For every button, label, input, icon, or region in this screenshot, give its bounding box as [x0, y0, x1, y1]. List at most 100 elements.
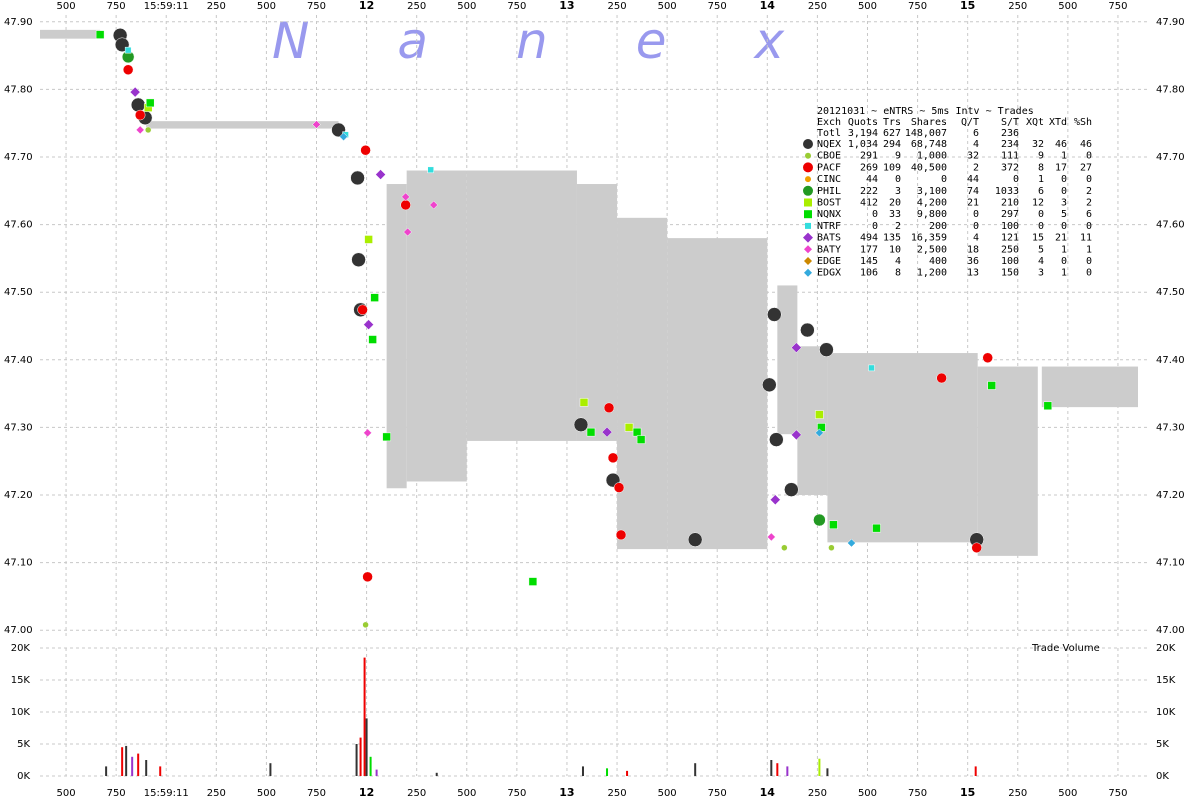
x-tick-label: 750 [307, 788, 326, 799]
x-tick-label: 500 [257, 1, 276, 12]
volume-bar [365, 718, 368, 776]
table-cell: 3,194 [848, 128, 878, 139]
data-point [129, 86, 141, 98]
data-point [579, 398, 589, 407]
table-cell: 0 [1086, 221, 1092, 232]
y-tick-label: 47.90 [1156, 17, 1185, 28]
table-cell: 13 [967, 268, 979, 279]
y-tick-label: 47.70 [4, 152, 33, 163]
data-point [828, 544, 835, 552]
x-tick-label: 500 [858, 788, 877, 799]
table-cell: 36 [967, 256, 979, 267]
data-point [401, 192, 411, 202]
data-point [766, 532, 776, 542]
table-cell: 27 [1080, 162, 1092, 173]
data-point [632, 427, 642, 437]
data-point [982, 352, 993, 364]
legend-label: BATS [817, 233, 841, 244]
volume-bar [694, 763, 697, 776]
data-point [815, 410, 824, 419]
spread-area [777, 285, 798, 435]
x-tick-label: 250 [607, 1, 626, 12]
volume-bar [818, 758, 821, 776]
data-point [427, 166, 434, 174]
volume-bar [355, 744, 358, 776]
spread-area [977, 366, 1038, 556]
y-tick-label: 15K [11, 675, 31, 686]
spread-area [40, 29, 101, 39]
legend-label: PHIL [817, 186, 841, 197]
table-cell: 0 [1061, 256, 1067, 267]
volume-bar [269, 763, 272, 776]
table-cell: 1,200 [917, 268, 947, 279]
table-cell: 4 [973, 233, 979, 244]
x-tick-label: 500 [658, 788, 677, 799]
legend-label: EDGX [817, 268, 841, 279]
spread-area [146, 121, 339, 129]
x-tick-label: 500 [257, 788, 276, 799]
data-point [145, 98, 155, 108]
data-point [130, 97, 146, 113]
y-tick-label: 47.60 [4, 220, 33, 231]
data-point [624, 423, 634, 432]
y-tick-label: 47.00 [4, 625, 33, 636]
table-cell: 3 [1038, 268, 1044, 279]
data-point [573, 417, 589, 432]
table-cell: 627 [883, 128, 901, 139]
y-tick-label: 47.30 [1156, 422, 1185, 433]
table-cell: 0 [1013, 174, 1019, 185]
volume-bar [105, 766, 108, 776]
table-cell: 1 [1086, 244, 1092, 255]
volume-bar [125, 745, 128, 776]
y-tick-label: 47.60 [1156, 220, 1185, 231]
data-point [615, 529, 627, 541]
data-point [144, 126, 152, 134]
table-cell: 3,100 [917, 186, 947, 197]
data-point [312, 120, 321, 129]
data-point [135, 125, 145, 135]
y-tick-label: 47.80 [1156, 84, 1185, 95]
volume-bar [786, 766, 789, 776]
x-tick-label: 750 [1108, 1, 1127, 12]
legend-marker [804, 257, 812, 265]
table-cell: 100 [1001, 221, 1019, 232]
volume-title: Trade Volume [1031, 643, 1100, 654]
data-point [813, 513, 826, 527]
y-tick-label: 47.10 [4, 558, 33, 569]
watermark: Nanex [272, 12, 872, 70]
table-cell: 148,007 [905, 128, 947, 139]
table-cell: 20 [889, 198, 901, 209]
table-cell: 0 [1086, 256, 1092, 267]
x-tick-label: 750 [307, 1, 326, 12]
x-tick-label: 500 [457, 788, 476, 799]
x-tick-label: 750 [107, 788, 126, 799]
table-cell: Exch [817, 117, 841, 128]
data-point [95, 30, 105, 39]
data-point [971, 542, 982, 554]
y-tick-label: 47.40 [4, 355, 33, 366]
table-cell: 0 [1061, 186, 1067, 197]
legend-title: 20121031 ~ eNTRS ~ 5ms Intv ~ Trades [817, 106, 1034, 117]
y-tick-label: 47.50 [1156, 287, 1185, 298]
y-tick-label: 47.90 [4, 17, 33, 28]
x-tick-label: 250 [407, 1, 426, 12]
data-point [122, 64, 134, 76]
data-point [429, 200, 439, 210]
data-point [791, 342, 802, 353]
x-tick-label: 250 [407, 788, 426, 799]
data-point [987, 381, 996, 390]
table-cell: 0 [1061, 174, 1067, 185]
legend-label: EDGE [817, 256, 841, 267]
legend-marker [805, 222, 811, 229]
table-cell: 121 [1001, 233, 1019, 244]
data-point [382, 432, 391, 442]
data-point [781, 544, 788, 552]
data-point [872, 523, 881, 533]
data-point [339, 132, 348, 142]
x-tick-label: 500 [858, 1, 877, 12]
table-cell: 1 [1061, 268, 1067, 279]
x-tick-label: 250 [808, 1, 827, 12]
volume-bar [369, 756, 372, 776]
y-tick-label: 0K [17, 771, 30, 782]
